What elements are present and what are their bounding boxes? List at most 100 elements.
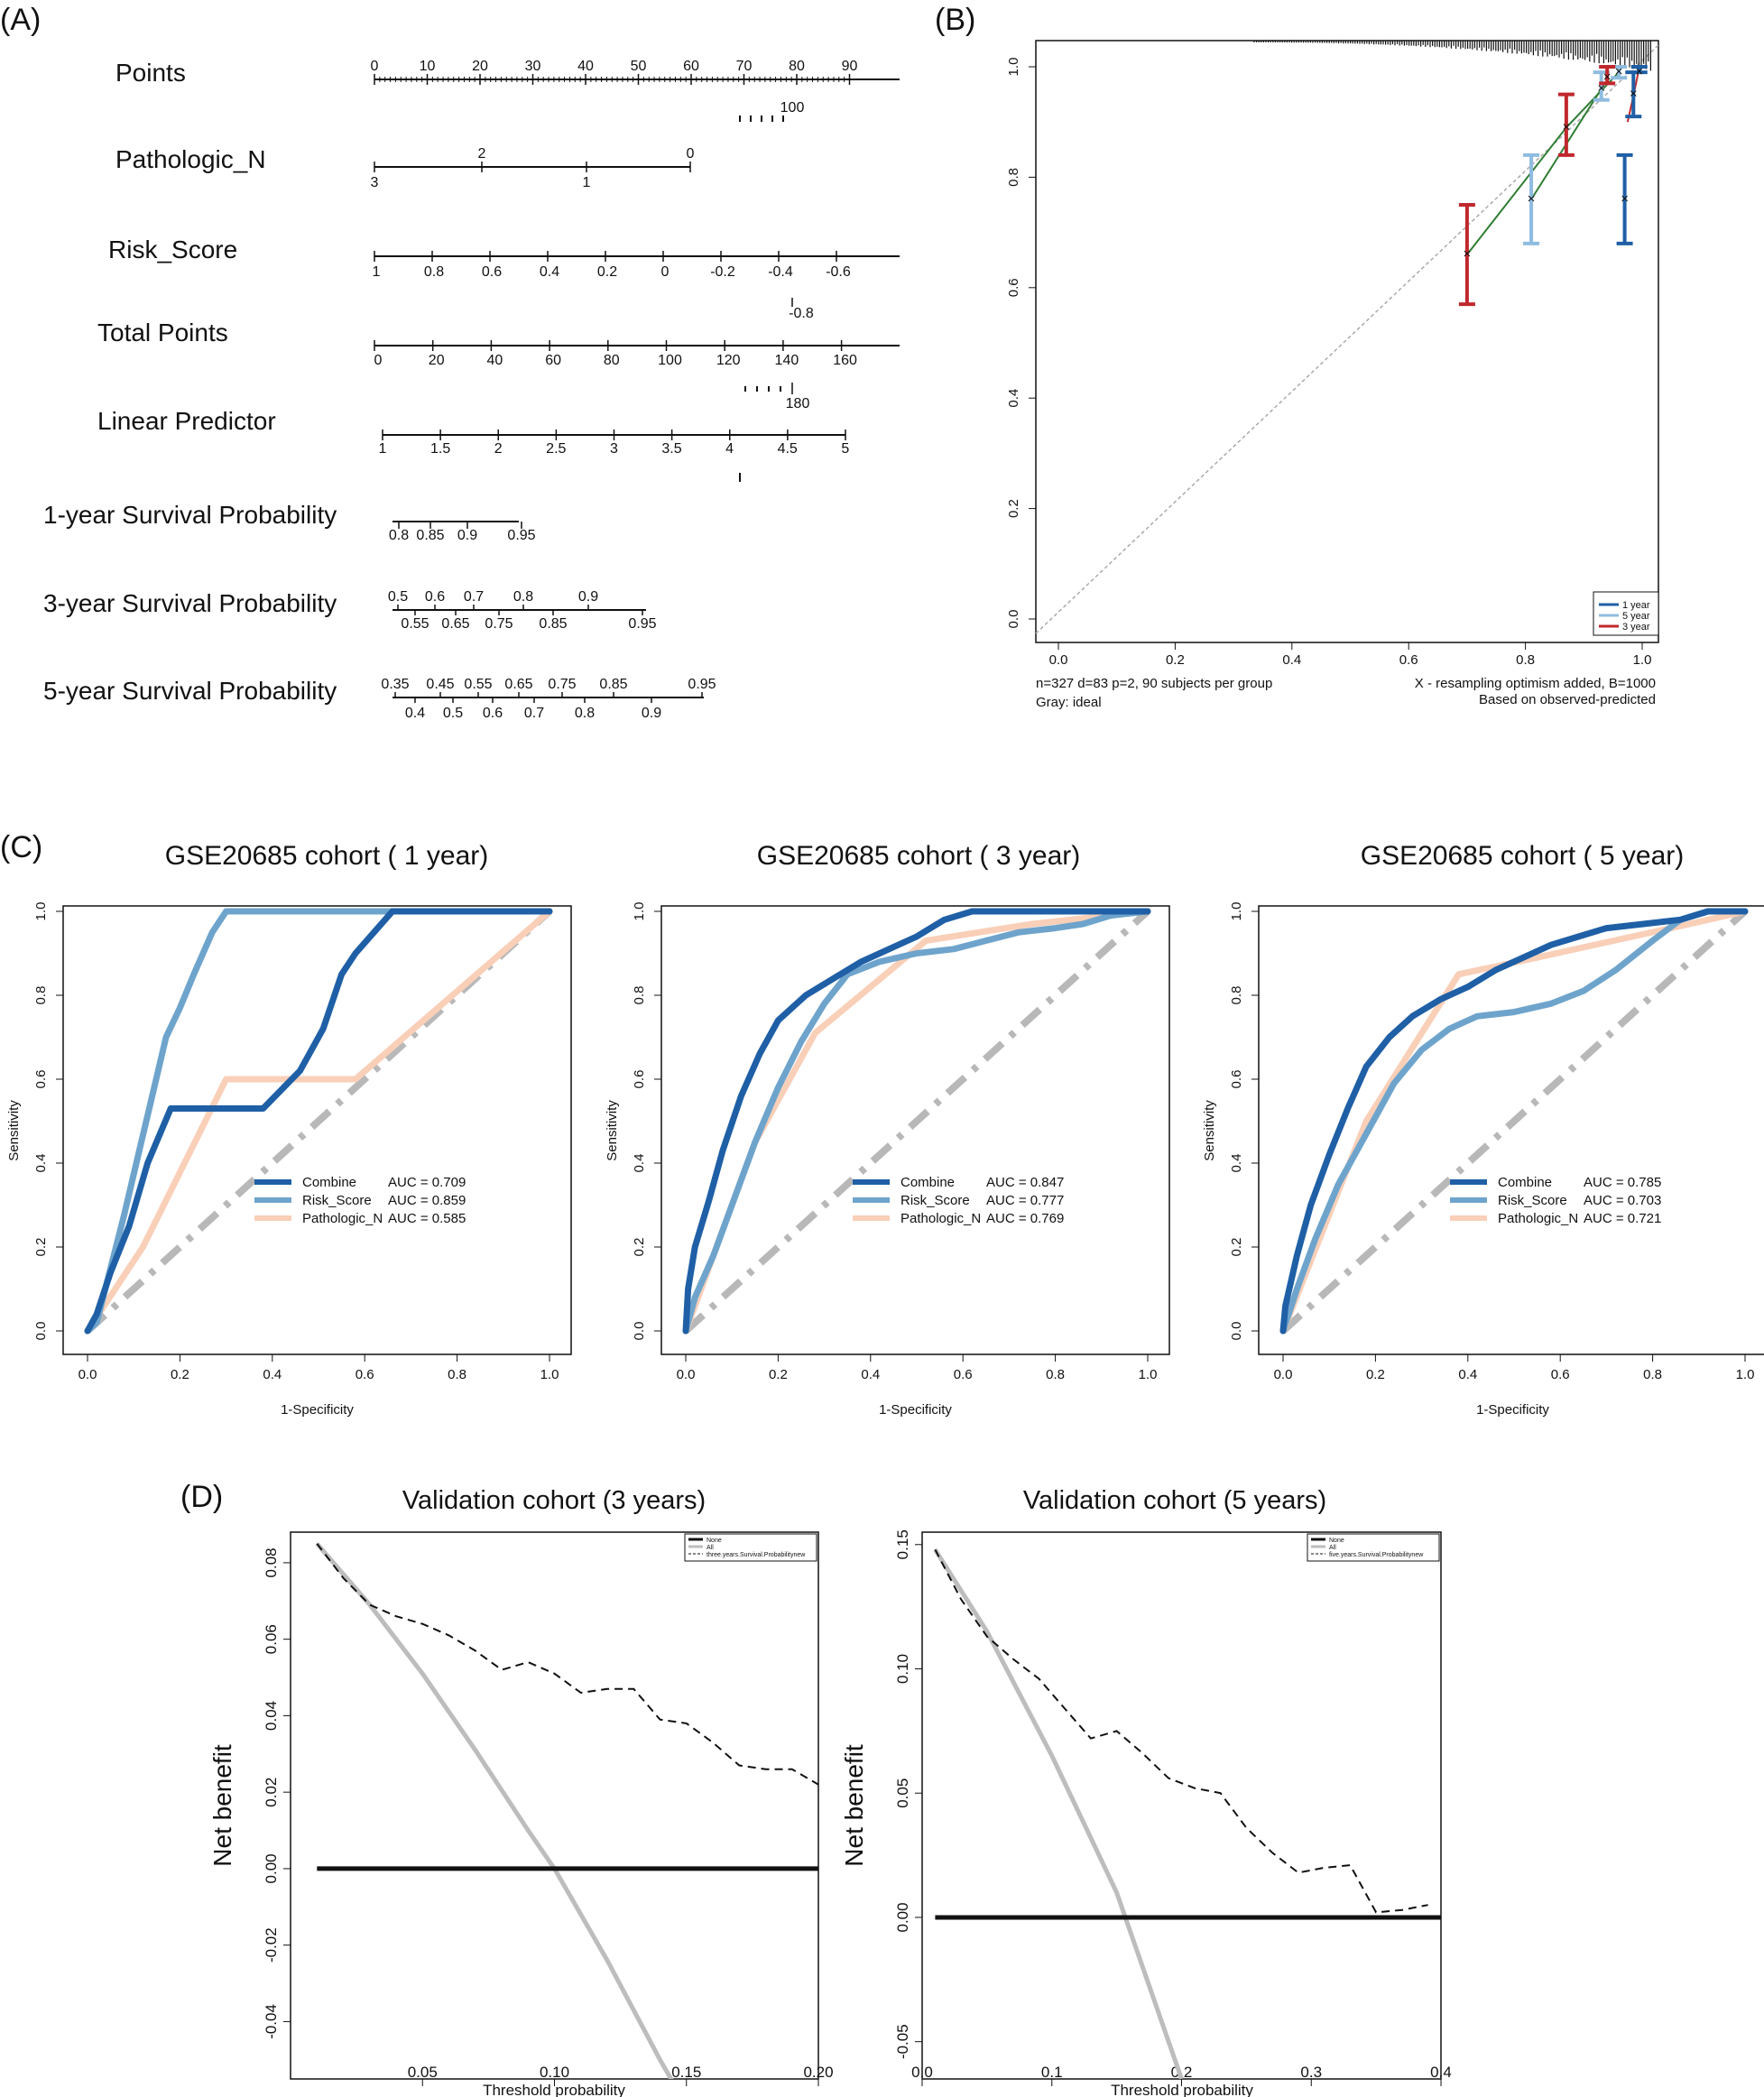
roc-curve-risk_score (682, 908, 1151, 1335)
dca-y-tick-label: 0.05 (894, 1778, 911, 1808)
calibration-point: × (1464, 246, 1472, 262)
total-tick-label: 120 (716, 353, 741, 368)
roc-y-tick-label: 0.8 (33, 986, 49, 1005)
roc-legend-auc: AUC = 0.847 (986, 1175, 1064, 1190)
roc-curve-pathologic_n (84, 908, 553, 1335)
roc-x-tick-label: 0.0 (677, 1367, 696, 1382)
surv5-label-above: 0.55 (464, 677, 492, 692)
roc-legend-auc: AUC = 0.709 (388, 1175, 466, 1190)
dca-y-tick-label: 0.00 (894, 1902, 911, 1932)
dca-title: Validation cohort (5 years) (1023, 1486, 1326, 1515)
surv3-label-above: 0.9 (578, 589, 598, 605)
roc-title: GSE20685 cohort ( 3 year) (757, 841, 1081, 871)
roc-title: GSE20685 cohort ( 5 year) (1361, 841, 1685, 871)
roc-y-tick-label: 0.0 (632, 1322, 647, 1341)
roc-y-tick-label: 0.4 (33, 1154, 49, 1173)
surv3-label-below: 0.95 (628, 616, 656, 632)
calibration-note-right-2: Based on observed-predicted (1479, 692, 1656, 707)
dca-y-tick-label: -0.02 (263, 1927, 280, 1963)
risk-tick-label: -0.4 (768, 264, 793, 280)
calibration-frame (1035, 40, 1659, 643)
surv3-label-above: 0.8 (513, 589, 533, 605)
total-tick-label: 100 (658, 353, 682, 368)
roc-curve-combine (682, 908, 1151, 1335)
risk-tick-label: -0.2 (710, 264, 735, 280)
total-tick-label: 40 (487, 353, 503, 368)
surv5-label-above: 0.75 (548, 677, 576, 692)
panel-c-letter: (C) (0, 830, 42, 864)
calibration-x-tick-label: 0.0 (1049, 652, 1068, 668)
calibration-legend-label: 1 year (1622, 600, 1650, 611)
dca-legend-label: None (1329, 1538, 1344, 1544)
calibration-x-tick-label: 1.0 (1633, 652, 1652, 668)
roc-reference-line (683, 909, 1150, 1334)
calibration-point: × (1603, 69, 1612, 85)
roc-title: GSE20685 cohort ( 1 year) (165, 841, 489, 871)
dca-title: Validation cohort (3 years) (402, 1486, 706, 1515)
surv5-label-below: 0.7 (524, 706, 544, 721)
dca-legend-box (1307, 1533, 1440, 1562)
dca-y-tick-label: 0.04 (263, 1701, 280, 1731)
linpred-tick-label: 2 (494, 441, 503, 457)
linpred-tick-label: 1.5 (430, 441, 450, 457)
dca-y-tick-label: 0.10 (894, 1654, 911, 1684)
dca-legend-label: All (707, 1545, 714, 1551)
roc-legend-name: Pathologic_N (900, 1211, 981, 1226)
calibration-plot: n=327 d=83 p=2, 90 subjects per group Gr… (1006, 40, 1659, 710)
roc-y-tick-label: 0.4 (1229, 1154, 1244, 1173)
dca-legend-label: five.years.Survival.Probabilitynew (1329, 1552, 1424, 1558)
roc-x-tick-label: 0.2 (171, 1367, 189, 1382)
roc-1year-plot: GSE20685 cohort ( 1 year) 0.0 0.0 0.2 0.2 0.4… (6, 841, 572, 1418)
risk-tick-label: 0.4 (540, 264, 559, 280)
calibration-note-right-1: X - resampling optimism added, B=1000 (1415, 676, 1656, 691)
linpred-tick-label: 1 (379, 441, 387, 457)
dca-y-label: Net benefit (840, 1744, 868, 1867)
surv5-label-below: 0.9 (642, 706, 661, 721)
roc-y-tick-label: 0.2 (33, 1238, 49, 1257)
calibration-point: × (1563, 119, 1571, 134)
total-tick-label: 140 (775, 353, 799, 368)
dca-y-tick-label: 0.02 (263, 1778, 280, 1807)
panel-a-letter: (A) (0, 3, 41, 37)
surv1-tick-label: 0.95 (507, 528, 535, 543)
surv5-label-below: 0.8 (575, 706, 595, 721)
roc-legend-auc: AUC = 0.769 (986, 1211, 1064, 1226)
risk-tick-label: 0 (661, 264, 670, 280)
dca-model-line (934, 1548, 1428, 1914)
risk-ext-label: -0.8 (789, 306, 814, 321)
roc-x-tick-label: 0.2 (1366, 1367, 1385, 1382)
roc-y-tick-label: 1.0 (1229, 902, 1244, 921)
points-tick-label: 30 (525, 59, 541, 74)
total-tick-label: 80 (604, 353, 620, 368)
surv1-tick-label: 0.85 (416, 528, 444, 543)
dca-all-line (315, 1542, 674, 2079)
surv5-label-above: 0.45 (426, 677, 454, 692)
roc-x-tick-label: 0.0 (1274, 1367, 1293, 1382)
surv5-label-above: 0.85 (599, 677, 627, 692)
roc-x-label: 1-Specificity (1476, 1402, 1549, 1418)
points-tick-label: 70 (736, 59, 753, 74)
roc-y-label: Sensitivity (1202, 1100, 1217, 1161)
surv3-label-below: 0.55 (401, 616, 429, 632)
surv5-label-above: 0.95 (688, 677, 716, 692)
roc-legend-auc: AUC = 0.777 (986, 1193, 1064, 1208)
calibration-apparent-line (1466, 126, 1567, 255)
calibration-legend-label: 3 year (1622, 622, 1650, 633)
calibration-legend-box (1593, 591, 1659, 636)
total-ext-label: 180 (786, 396, 810, 411)
dca-5year-plot: Validation cohort (5 years)0.0 0.1 0.2 0.3 0… (840, 1486, 1452, 2097)
dca-legend-box (684, 1533, 817, 1562)
nomogram-label-3: Total Points (97, 319, 228, 346)
roc-x-tick-label: 0.6 (954, 1367, 973, 1382)
roc-curve-risk_score (1279, 908, 1749, 1335)
roc-y-tick-label: 0.2 (632, 1238, 647, 1257)
calibration-apparent-line (1565, 71, 1620, 129)
roc-legend-name: Combine (1498, 1175, 1552, 1190)
linpred-tick-label: 4 (725, 441, 734, 457)
roc-x-tick-label: 1.0 (540, 1367, 559, 1382)
roc-frame (62, 905, 572, 1355)
roc-x-label: 1-Specificity (281, 1402, 354, 1418)
roc-5year-plot: GSE20685 cohort ( 5 year) 0.0 0.0 0.2 0.2 0.4… (1202, 841, 1764, 1418)
nomogram-label-5: 1-year Survival Probability (43, 501, 337, 529)
dca-y-tick-label: -0.05 (894, 2024, 911, 2059)
